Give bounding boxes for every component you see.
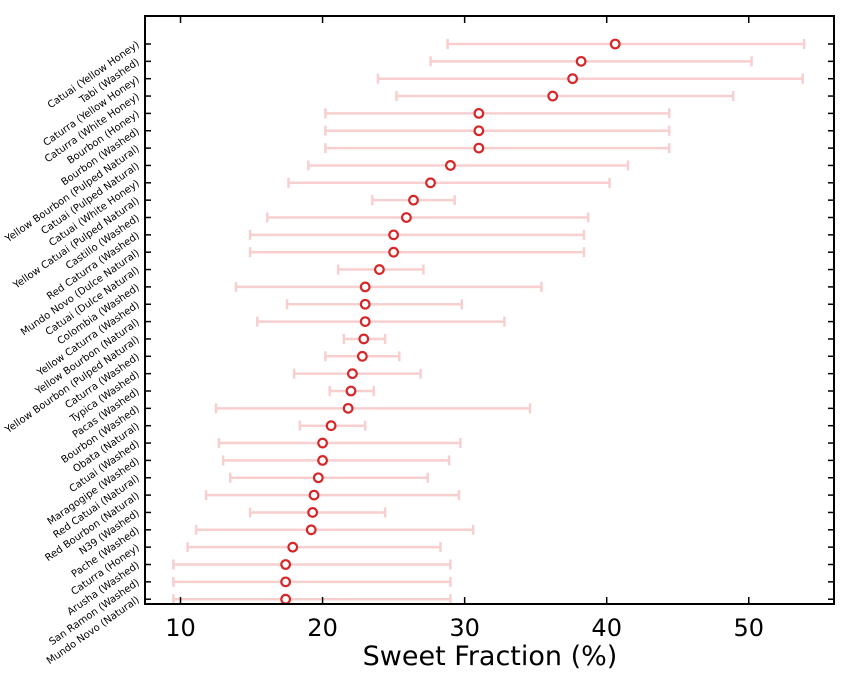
data-point bbox=[356, 350, 368, 362]
data-point bbox=[445, 160, 456, 171]
data-point bbox=[325, 420, 337, 432]
data-point bbox=[388, 229, 400, 241]
data-point bbox=[317, 455, 328, 466]
data-point bbox=[347, 368, 358, 380]
data-point bbox=[345, 385, 357, 397]
data-markers bbox=[280, 38, 621, 605]
x-axis-tick-labels: 10 20 30 40 50 bbox=[165, 614, 764, 642]
data-point bbox=[317, 437, 328, 449]
data-point bbox=[547, 90, 559, 102]
data-point bbox=[609, 38, 621, 50]
data-point bbox=[280, 559, 292, 570]
data-point bbox=[305, 524, 317, 536]
data-point bbox=[312, 472, 324, 484]
data-point bbox=[473, 125, 485, 137]
data-point bbox=[280, 576, 292, 588]
plot-area-frame bbox=[144, 15, 835, 605]
data-point bbox=[575, 55, 587, 67]
data-point bbox=[359, 298, 371, 310]
data-point bbox=[408, 194, 419, 206]
data-point bbox=[308, 489, 320, 501]
data-point bbox=[567, 73, 579, 85]
data-point bbox=[287, 541, 299, 553]
data-point bbox=[358, 333, 370, 345]
data-point bbox=[425, 177, 436, 189]
data-point bbox=[359, 316, 371, 328]
data-point bbox=[307, 507, 319, 518]
axis-ticks bbox=[145, 16, 834, 604]
data-point bbox=[473, 142, 485, 154]
data-point bbox=[473, 107, 485, 119]
x-tick-label: 50 bbox=[733, 614, 764, 642]
x-tick-label: 40 bbox=[591, 614, 622, 642]
error-bars bbox=[172, 39, 806, 605]
x-tick-label: 20 bbox=[307, 614, 338, 642]
data-point bbox=[374, 264, 385, 275]
x-tick-label: 10 bbox=[165, 614, 196, 642]
x-tick-label: 30 bbox=[449, 614, 480, 642]
data-point bbox=[388, 246, 400, 258]
x-axis-title: Sweet Fraction (%) bbox=[363, 641, 618, 672]
data-point bbox=[342, 402, 354, 414]
data-point bbox=[400, 212, 412, 223]
y-axis-category-labels: Catuai (Yellow Honey)Tabi (Washed)Caturr… bbox=[3, 39, 142, 667]
data-point bbox=[359, 281, 371, 293]
data-point bbox=[280, 593, 292, 605]
